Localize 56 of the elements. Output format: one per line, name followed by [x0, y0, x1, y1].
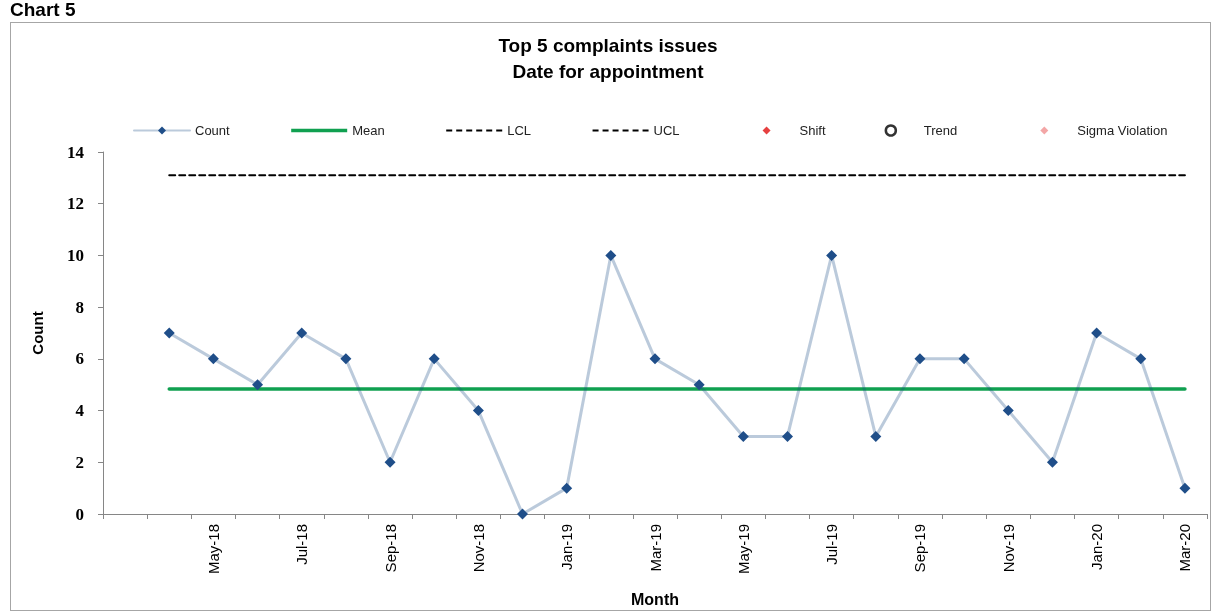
y-tick-label: 6: [75, 349, 84, 369]
point: [605, 249, 617, 261]
x-tick-label: Jan-20: [1088, 524, 1106, 570]
y-tick-label: 14: [67, 142, 85, 162]
point: [428, 353, 440, 365]
point: [1135, 353, 1147, 365]
point: [958, 353, 970, 365]
point: [1002, 405, 1014, 417]
chart-subtitle: Date for appointment: [512, 61, 705, 82]
point: [207, 353, 219, 365]
legend-label: LCL: [507, 123, 532, 138]
point: [737, 430, 749, 442]
legend-label: Mean: [352, 123, 385, 138]
point: [340, 353, 352, 365]
y-tick-label: 10: [67, 245, 84, 265]
chart-title: Top 5 complaints issues: [498, 35, 718, 56]
point: [649, 353, 661, 365]
x-tick-label: May-18: [204, 524, 222, 575]
point: [384, 456, 396, 468]
x-tick-label: Nov-19: [999, 524, 1017, 573]
point: [914, 353, 926, 365]
point: [296, 327, 308, 339]
x-tick-label: Jan-19: [558, 524, 576, 570]
point: [252, 379, 264, 391]
x-tick-label: May-19: [734, 524, 752, 575]
point: [1046, 456, 1058, 468]
x-axis-title: Month: [631, 590, 679, 608]
point: [561, 482, 573, 494]
legend-label: Count: [195, 123, 231, 138]
x-tick-label: Jul-19: [823, 524, 841, 565]
point: [163, 327, 175, 339]
point: [826, 249, 838, 261]
y-axis-title: Count: [29, 311, 46, 355]
x-tick-label: Mar-19: [646, 524, 664, 572]
caption: Chart 5: [10, 0, 76, 20]
point: [781, 430, 793, 442]
legend-label: Sigma Violation: [1077, 123, 1168, 138]
point: [693, 379, 705, 391]
y-tick-label: 0: [75, 504, 84, 524]
point: [1091, 327, 1103, 339]
point: [517, 508, 529, 520]
y-tick-label: 8: [75, 297, 84, 317]
legend-label: UCL: [653, 123, 680, 138]
point: [472, 405, 484, 417]
y-tick-label: 12: [67, 194, 84, 214]
x-tick-label: Nov-18: [469, 524, 487, 573]
point: [870, 430, 882, 442]
legend-label: Trend: [923, 123, 958, 138]
x-tick-label: Sep-19: [911, 524, 929, 573]
y-tick-label: 4: [75, 401, 85, 421]
legend-label: Shift: [799, 123, 826, 138]
x-tick-label: Mar-20: [1176, 524, 1194, 572]
y-tick-label: 2: [75, 452, 84, 472]
x-tick-label: Sep-18: [381, 524, 399, 573]
point: [1179, 482, 1191, 494]
x-tick-label: Jul-18: [293, 524, 311, 565]
